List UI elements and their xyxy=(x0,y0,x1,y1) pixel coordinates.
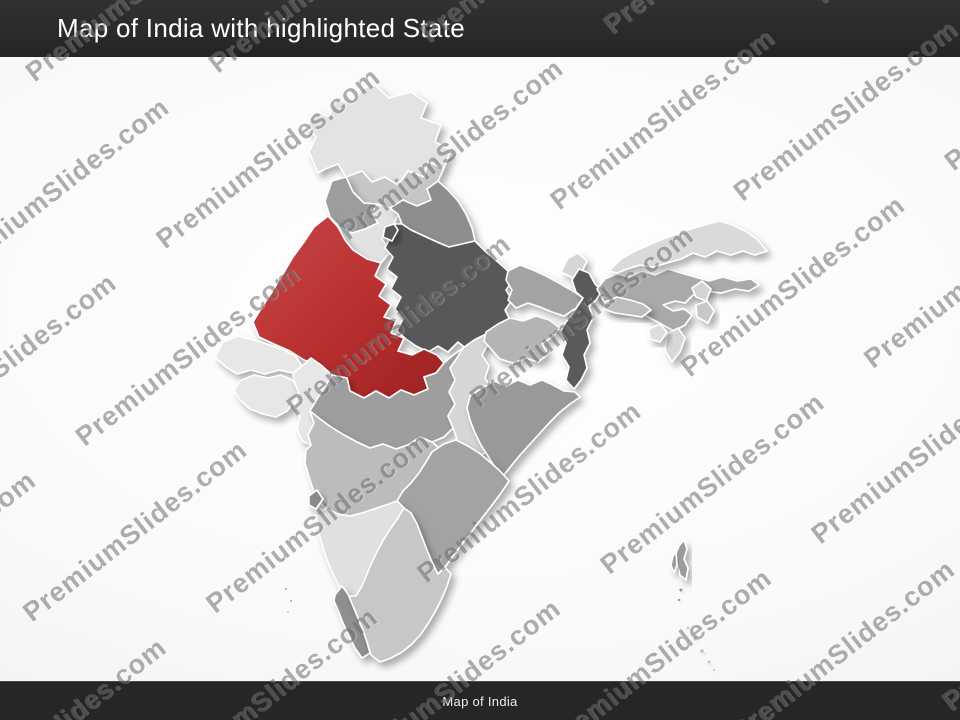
state-manipur[interactable] xyxy=(695,300,715,324)
states-layer xyxy=(214,84,768,663)
island-nicobar-dot-4[interactable] xyxy=(706,659,712,665)
slide-title: Map of India with highlighted State xyxy=(57,13,465,43)
state-bihar[interactable] xyxy=(505,264,584,317)
island-andaman-dot-1[interactable] xyxy=(678,587,684,593)
island-andaman-dot-2[interactable] xyxy=(676,597,682,603)
state-andaman-main[interactable] xyxy=(675,539,689,581)
state-tripura[interactable] xyxy=(648,323,668,343)
state-meghalaya[interactable] xyxy=(603,296,652,318)
state-delhi[interactable] xyxy=(382,223,399,242)
state-andhra-pradesh[interactable] xyxy=(396,439,510,576)
state-arunachal-pradesh[interactable] xyxy=(608,220,768,274)
island-nicobar-dot-3[interactable] xyxy=(699,648,705,654)
islands-layer xyxy=(284,587,716,672)
island-nicobar-dot-5[interactable] xyxy=(712,668,716,672)
state-mizoram[interactable] xyxy=(664,327,686,363)
state-tamil-nadu[interactable] xyxy=(348,507,452,663)
footer-title: Map of India xyxy=(442,693,518,709)
state-andaman-sliver[interactable] xyxy=(670,551,678,574)
island-nicobar-dot-2[interactable] xyxy=(692,636,698,642)
island-lakshadweep-dot-1[interactable] xyxy=(284,587,288,591)
footer-bar: Map of India xyxy=(0,681,960,720)
header-bar: Map of India with highlighted State xyxy=(0,0,960,57)
state-gujarat-saurashtra[interactable] xyxy=(233,374,300,418)
state-jharkhand[interactable] xyxy=(483,315,561,364)
island-nicobar-dot-1[interactable] xyxy=(685,625,691,631)
state-odisha[interactable] xyxy=(466,379,581,477)
state-west-bengal[interactable] xyxy=(559,268,603,390)
state-assam[interactable] xyxy=(596,268,760,332)
state-nagaland[interactable] xyxy=(691,280,712,302)
state-goa[interactable] xyxy=(308,489,324,510)
island-lakshadweep-dot-2[interactable] xyxy=(289,599,293,603)
island-lakshadweep-dot-3[interactable] xyxy=(286,610,290,614)
